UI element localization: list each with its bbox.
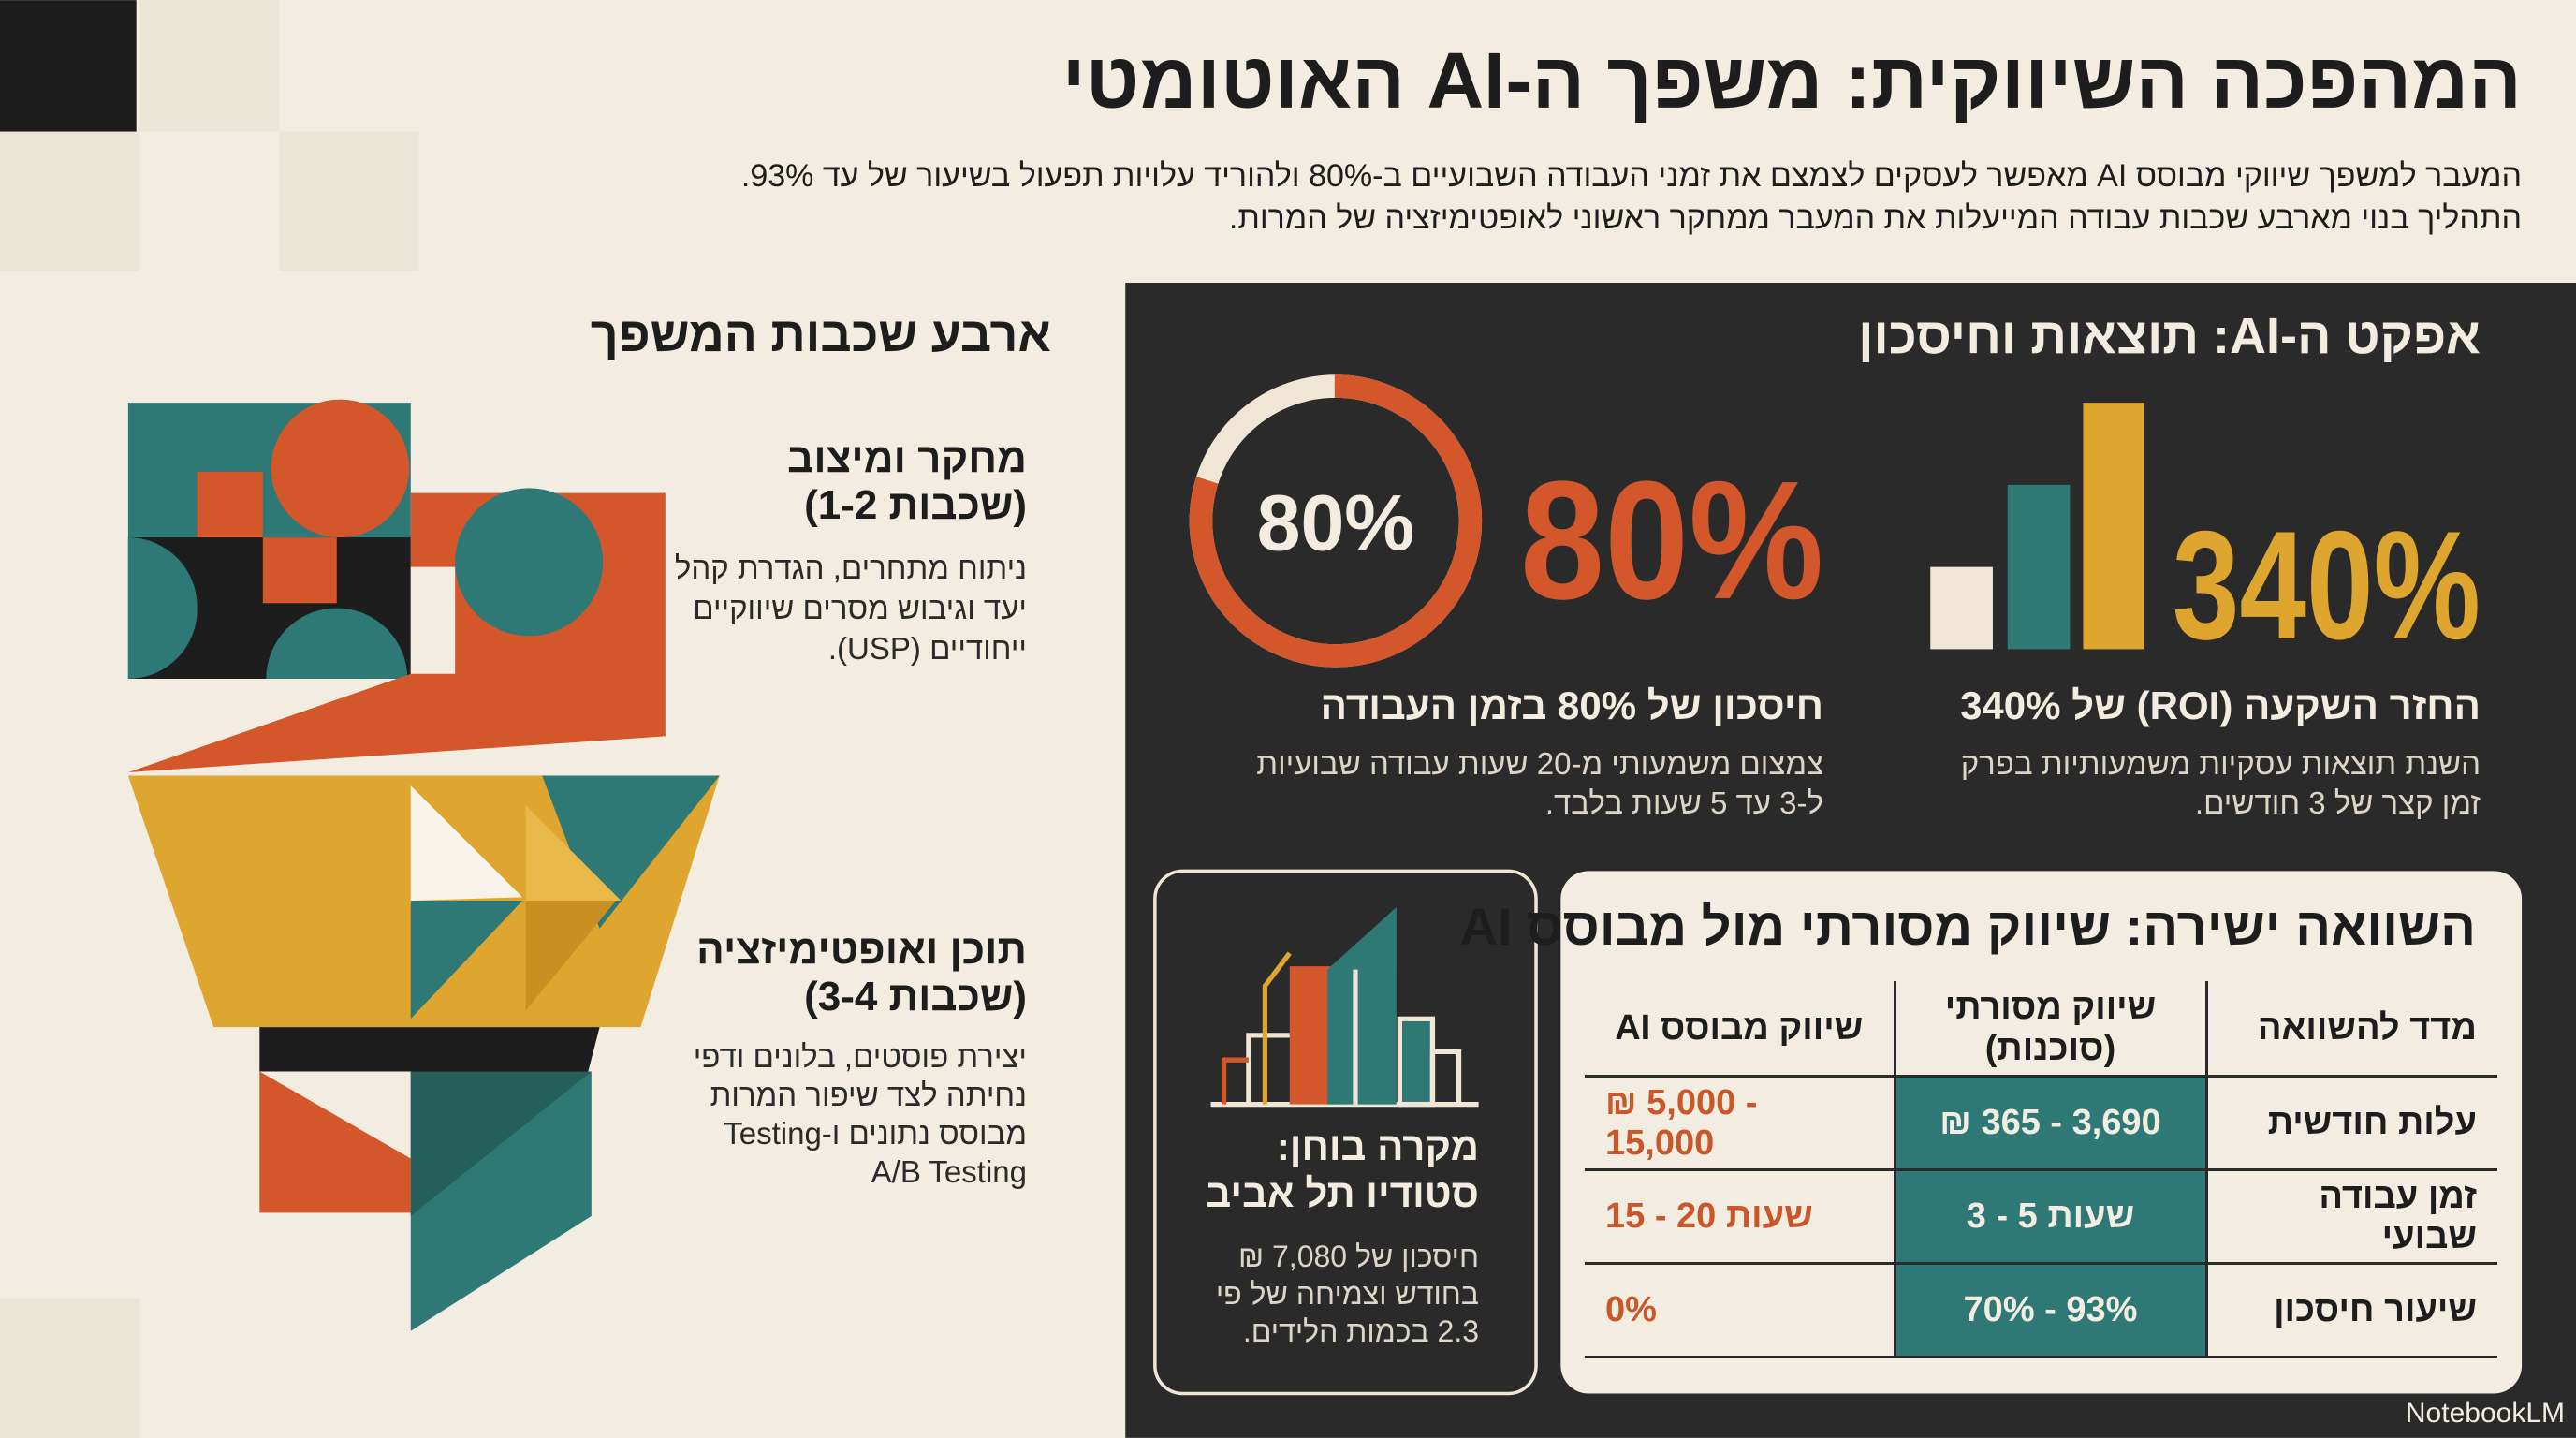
column-header: שיווק מבוסס AI xyxy=(1585,981,1895,1078)
description-line: חיסכון של 7,080 ₪ xyxy=(1237,1240,1479,1273)
city-icon xyxy=(1210,906,1479,1108)
description-line: מבוסס נתונים ו-Testing xyxy=(724,1116,1027,1151)
metric-cell: עלות חודשית xyxy=(2204,1076,2497,1171)
layer-title: מחקר ומיצוב (שכבות 1-2) xyxy=(787,435,1027,529)
art-shape xyxy=(197,471,263,538)
table-header: מדד להשוואה שיווק מסורתי (סוכנות) שיווק … xyxy=(1585,981,2497,1078)
column-header: מדד להשוואה xyxy=(2204,981,2497,1078)
layer-range: (שכבות 1-2) xyxy=(804,482,1027,528)
description-line: יעד וגיבוש מסרים שיווקיים xyxy=(693,591,1027,625)
subtitle-line: המעבר למשפך שיווקי מבוסס AI מאפשר לעסקים… xyxy=(740,158,2522,194)
icon-line xyxy=(1246,1033,1298,1105)
case-title-line: מקרה בוחן: xyxy=(1276,1124,1479,1168)
icon-bar xyxy=(2007,484,2071,650)
description-line: נחיתה לצד שיפור המרות xyxy=(710,1078,1027,1112)
layer-name: תוכן ואופטימיזציה xyxy=(696,927,1027,973)
art-shape xyxy=(266,608,408,679)
column-header: שיווק מסורתי (סוכנות) xyxy=(1893,981,2206,1078)
art-shape xyxy=(127,537,198,680)
ring-label: 80% xyxy=(1257,479,1415,567)
art-shape xyxy=(262,537,337,604)
description-line: יצירת פוסטים, בלונים ודפי xyxy=(693,1039,1027,1074)
case-title-line: סטודיו תל אביב xyxy=(1206,1171,1479,1215)
icon-shape xyxy=(1327,906,1397,1105)
icon-shape xyxy=(1397,1016,1436,1108)
icon-line xyxy=(1221,1057,1249,1105)
description-line: צמצום משמעותי מ-20 שעות עבודה שבועיות xyxy=(1256,746,1823,781)
subtitle-line: התהליך בנוי מארבע שכבות עבודה המייעלות א… xyxy=(1228,200,2522,236)
metric-cell: זמן עבודה שבועי xyxy=(2204,1169,2497,1265)
corner-block xyxy=(0,0,137,132)
savings-title: חיסכון של 80% בזמן העבודה xyxy=(1320,683,1823,727)
traditional-cell: ₪ 365 - 3,690 xyxy=(1893,1076,2206,1171)
subtitle: המעבר למשפך שיווקי מבוסס AI מאפשר לעסקים… xyxy=(741,155,2522,240)
comparison-title: השוואה ישירה: שיווק מסורתי מול מבוסס AI xyxy=(1459,897,2477,956)
traditional-cell: 70% - 93% xyxy=(1893,1263,2206,1358)
comparison-table: מדד להשוואה שיווק מסורתי (סוכנות) שיווק … xyxy=(1585,981,2497,1358)
description-line: ייחודיים (USP). xyxy=(827,631,1027,666)
ai-cell: 0% xyxy=(1585,1263,1895,1358)
bg-tile xyxy=(139,0,280,132)
layer-title: תוכן ואופטימיזציה (שכבות 3-4) xyxy=(696,927,1027,1020)
layer-name: מחקר ומיצוב xyxy=(787,435,1027,481)
art-shape xyxy=(259,1071,411,1159)
description-line: 2.3 בכמות הלידים. xyxy=(1242,1314,1479,1348)
layer-description: ניתוח מתחרים, הגדרת קהל יעד וגיבוש מסרים… xyxy=(675,548,1027,668)
table-row: שיעור חיסכון 70% - 93% 0% xyxy=(1585,1263,2497,1358)
description-line: A/B Testing xyxy=(871,1154,1027,1189)
art-shape xyxy=(259,1027,600,1072)
layer-description: יצירת פוסטים, בלונים ודפי נחיתה לצד שיפו… xyxy=(694,1037,1027,1191)
icon-line xyxy=(1262,951,1292,1105)
art-shape xyxy=(410,566,456,674)
roi-description: השנת תוצאות עסקיות משמעותיות בפרק זמן קצ… xyxy=(1961,744,2481,823)
description-line: השנת תוצאות עסקיות משמעותיות בפרק xyxy=(1960,746,2481,781)
ai-cell: ₪ 5,000 - 15,000 xyxy=(1585,1076,1895,1171)
title: המהפכה השיווקית: משפך ה-AI האוטומטי xyxy=(1061,37,2522,125)
funnel-heading: ארבע שכבות המשפך xyxy=(590,308,1051,362)
art-shape xyxy=(410,785,523,901)
traditional-cell: 3 - 5 שעות xyxy=(1893,1169,2206,1265)
layer-range: (שכבות 3-4) xyxy=(804,974,1027,1020)
ai-cell: 15 - 20 שעות xyxy=(1585,1169,1895,1265)
metric-cell: שיעור חיסכון xyxy=(2204,1263,2497,1358)
icon-line xyxy=(1429,1049,1462,1105)
roi-title: החזר השקעה (ROI) של 340% xyxy=(1960,683,2481,727)
case-description: חיסכון של 7,080 ₪ בחודש וצמיחה של פי 2.3… xyxy=(1216,1238,1479,1350)
funnel-art xyxy=(127,399,720,1331)
description-line: ל-3 עד 5 שעות בלבד. xyxy=(1544,785,1823,820)
description-line: זמן קצר של 3 חודשים. xyxy=(2194,785,2481,820)
case-title: מקרה בוחן: סטודיו תל אביב xyxy=(1206,1123,1479,1217)
table-row: זמן עבודה שבועי 3 - 5 שעות 15 - 20 שעות xyxy=(1585,1169,2497,1265)
ring-arc xyxy=(1189,374,1483,668)
art-shape xyxy=(455,488,604,637)
savings-description: צמצום משמעותי מ-20 שעות עבודה שבועיות ל-… xyxy=(1256,744,1823,823)
savings-value: 80% xyxy=(1519,447,1823,635)
bg-tile xyxy=(0,1298,140,1438)
case-box xyxy=(1153,869,1538,1396)
table-row: עלות חודשית ₪ 365 - 3,690 ₪ 5,000 - 15,0… xyxy=(1585,1076,2497,1171)
description-line: ניתוח מתחרים, הגדרת קהל xyxy=(674,550,1027,585)
brand: NotebookLM xyxy=(2405,1398,2565,1429)
art-shape xyxy=(271,399,410,538)
icon-bar xyxy=(1930,566,1993,650)
description-line: בחודש וצמיחה של פי xyxy=(1215,1277,1479,1311)
effect-heading: אפקט ה-AI: תוצאות וחיסכון xyxy=(1858,308,2481,364)
bg-tile xyxy=(279,131,419,271)
roi-value: 340% xyxy=(2172,499,2481,671)
bg-tile xyxy=(0,131,140,271)
icon-bar xyxy=(2083,403,2144,650)
